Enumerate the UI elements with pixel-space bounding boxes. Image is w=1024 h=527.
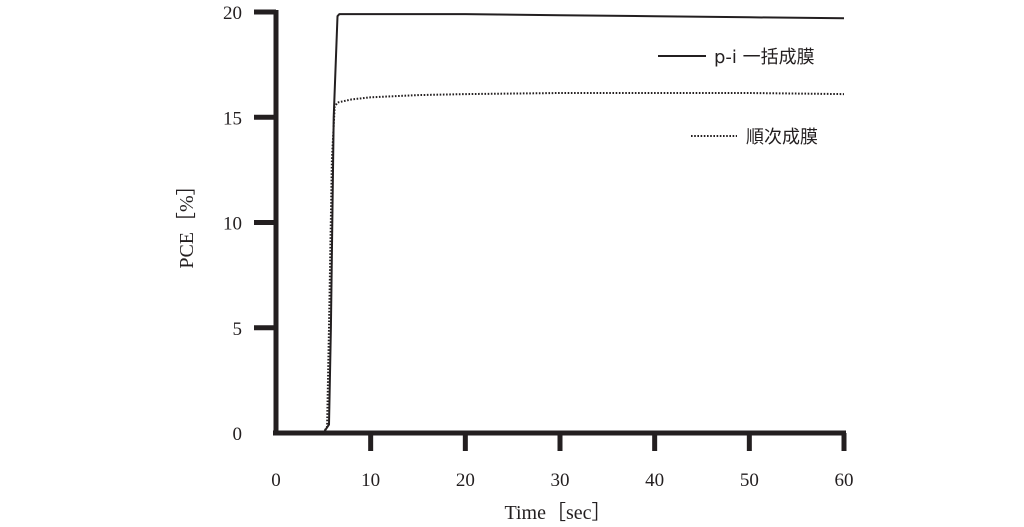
x-tick-label: 20 xyxy=(456,470,475,491)
y-tick-label: 0 xyxy=(233,424,243,445)
series-line-solid xyxy=(322,13,845,434)
axes xyxy=(273,10,846,436)
y-tick-label: 5 xyxy=(233,319,243,340)
ticks xyxy=(254,9,847,451)
plot-lines xyxy=(322,13,845,434)
y-tick-label: 10 xyxy=(223,214,242,235)
legend-label-dotted: 順次成膜 xyxy=(746,127,818,148)
x-tick-label: 10 xyxy=(361,470,380,491)
y-axis-title: PCE［%］ xyxy=(175,175,198,268)
legend-label-solid: p-i 一括成膜 xyxy=(714,47,815,68)
x-tick-label: 60 xyxy=(835,470,854,491)
y-tick-label: 15 xyxy=(223,108,242,129)
x-tick-label: 30 xyxy=(551,470,570,491)
legend-item-solid: p-i 一括成膜 xyxy=(658,47,815,68)
x-axis-title: Time［sec］ xyxy=(504,501,611,524)
legend: p-i 一括成膜 順次成膜 xyxy=(658,47,818,148)
y-tick-label: 20 xyxy=(223,3,242,24)
x-tick-label: 50 xyxy=(740,470,759,491)
tick-labels: 0 10 20 30 40 50 60 0 5 10 15 20 xyxy=(223,3,854,491)
x-tick-label: 0 xyxy=(271,470,281,491)
x-tick-label: 40 xyxy=(645,470,664,491)
series-line-dotted xyxy=(322,92,845,434)
legend-item-dotted: 順次成膜 xyxy=(691,127,818,148)
